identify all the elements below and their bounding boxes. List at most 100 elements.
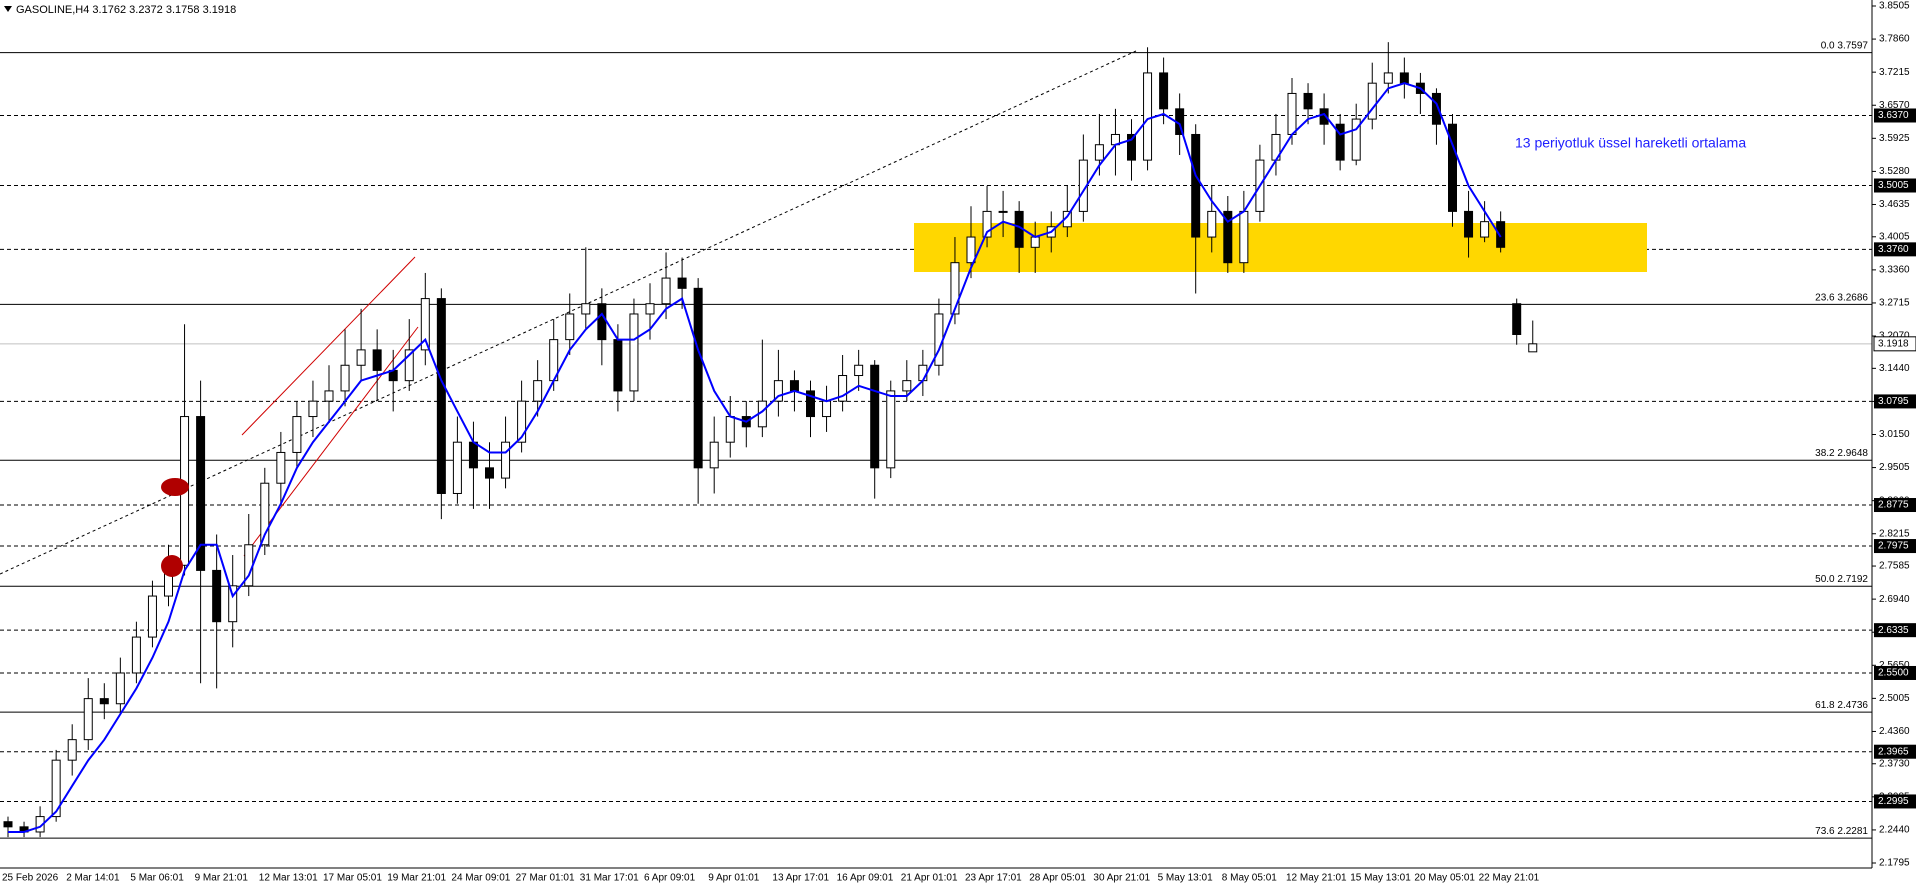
- candle-body: [83, 698, 93, 741]
- candle-body: [308, 400, 318, 418]
- candle-body: [115, 672, 125, 705]
- candle-body: [613, 339, 623, 392]
- level-box: [1874, 665, 1916, 680]
- candle-body: [1207, 210, 1217, 238]
- candle-body: [292, 416, 302, 453]
- candle-body: [1480, 221, 1490, 238]
- x-tick-label: 22 May 21:01: [1479, 873, 1540, 884]
- y-tick-label: 2.5005: [1879, 693, 1910, 704]
- header-high: 3.2372: [129, 4, 163, 16]
- candle-body: [501, 441, 511, 479]
- candle-body: [1303, 92, 1313, 110]
- x-tick-label: 8 May 05:01: [1222, 873, 1277, 884]
- header: GASOLINE,H4 3.1762 3.2372 3.1758 3.1918: [16, 4, 236, 16]
- candle-body: [1496, 221, 1506, 248]
- fib-price: 2.2281: [1837, 826, 1868, 837]
- x-tick-label: 23 Apr 17:01: [965, 873, 1022, 884]
- candle-body: [725, 416, 735, 443]
- candle-body: [822, 400, 832, 418]
- y-tick-label: 2.1795: [1879, 858, 1910, 869]
- x-tick-label: 9 Apr 01:01: [708, 873, 760, 884]
- fib-level: 38.2: [1815, 448, 1835, 459]
- candle-body: [966, 236, 976, 264]
- fib-price: 2.7192: [1837, 574, 1868, 585]
- level-box: [1874, 498, 1916, 513]
- y-tick-label: 2.9505: [1879, 462, 1910, 473]
- candle-body: [1351, 118, 1361, 161]
- y-tick-label: 2.2440: [1879, 825, 1910, 836]
- x-tick-label: 19 Mar 21:01: [387, 873, 446, 884]
- candle-body: [902, 380, 912, 392]
- fib-level: 73.6: [1815, 826, 1835, 837]
- y-tick-label: 3.1440: [1879, 363, 1910, 374]
- fib-price: 2.9648: [1837, 448, 1868, 459]
- candle-body: [1335, 123, 1345, 161]
- x-tick-label: 21 Apr 01:01: [901, 873, 958, 884]
- y-tick-label: 3.0150: [1879, 429, 1910, 440]
- x-tick-label: 16 Apr 09:01: [837, 873, 894, 884]
- candle-body: [67, 739, 77, 761]
- fib-label: 0.0 3.7597: [1821, 40, 1869, 51]
- candle-body: [934, 313, 944, 366]
- level-box: [1874, 108, 1916, 123]
- candle-body: [99, 698, 109, 705]
- candle-body: [356, 349, 366, 366]
- y-tick-label: 2.6940: [1879, 594, 1910, 605]
- y-tick-label: 3.4005: [1879, 231, 1910, 242]
- candle-body: [1367, 82, 1377, 120]
- level-box: [1874, 794, 1916, 809]
- candle-body: [918, 364, 928, 382]
- y-tick-label: 3.5925: [1879, 133, 1910, 144]
- candle-body: [517, 400, 527, 443]
- level-label: 2.6335: [1878, 625, 1909, 636]
- candle-body: [677, 277, 687, 289]
- y-tick-label: 2.8215: [1879, 528, 1910, 539]
- x-tick-label: 5 Mar 06:01: [130, 873, 184, 884]
- x-tick-label: 12 May 21:01: [1286, 873, 1347, 884]
- candle-body: [436, 298, 446, 494]
- x-tick-label: 25 Feb 2026: [2, 873, 59, 884]
- fib-label: 73.6 2.2281: [1815, 826, 1868, 837]
- candle-body: [276, 451, 286, 484]
- level-label: 2.7975: [1878, 541, 1909, 552]
- x-tick-label: 28 Apr 05:01: [1029, 873, 1086, 884]
- candle-body: [468, 441, 478, 469]
- candle-body: [1464, 210, 1474, 238]
- candle-body: [260, 482, 270, 546]
- candle-body: [1030, 236, 1040, 248]
- level-label: 2.5500: [1878, 668, 1909, 679]
- candle-body: [1528, 343, 1538, 353]
- trend-line: [0, 50, 1137, 575]
- y-tick-label: 3.2070: [1879, 331, 1910, 342]
- level-box: [1874, 178, 1916, 193]
- x-tick-label: 12 Mar 13:01: [259, 873, 318, 884]
- header-arrow: [4, 6, 12, 12]
- x-tick-label: 30 Apr 21:01: [1093, 873, 1150, 884]
- candle-body: [1448, 123, 1457, 212]
- candle-body: [404, 349, 414, 382]
- x-tick-label: 2 Mar 14:01: [66, 873, 120, 884]
- candle-body: [485, 467, 494, 479]
- candles-layer: [3, 42, 1538, 838]
- y-tick-label: 3.6570: [1879, 100, 1910, 111]
- y-tick-label: 3.3360: [1879, 265, 1910, 276]
- y-tick-label: 3.7860: [1879, 34, 1910, 45]
- candle-body: [773, 380, 783, 402]
- x-tick-label: 5 May 13:01: [1158, 873, 1213, 884]
- candle-body: [1239, 210, 1249, 264]
- candle-body: [1143, 72, 1153, 161]
- level-box: [1874, 394, 1916, 409]
- fib-label: 38.2 2.9648: [1815, 448, 1868, 459]
- candle-body: [854, 364, 864, 377]
- y-tick-label: 3.2715: [1879, 298, 1910, 309]
- level-box: [1874, 744, 1916, 759]
- fib-level: 50.0: [1815, 574, 1835, 585]
- fib-label: 50.0 2.7192: [1815, 574, 1868, 585]
- level-label: 3.6370: [1878, 110, 1909, 121]
- candle-body: [982, 210, 992, 238]
- annotation: 13 periyotluk üssel hareketli ortalama: [1515, 135, 1746, 151]
- fib-level: 23.6: [1815, 292, 1835, 303]
